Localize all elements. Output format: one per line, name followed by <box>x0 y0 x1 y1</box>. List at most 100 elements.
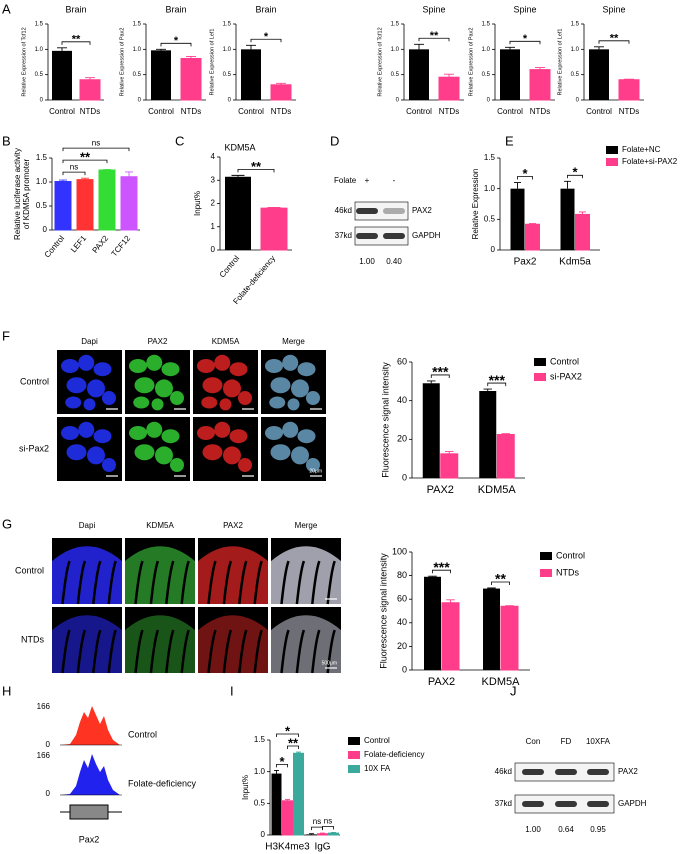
protein-label: GAPDH <box>412 231 441 240</box>
error-bar <box>85 77 95 80</box>
significance-bracket <box>509 40 541 45</box>
significance-bracket <box>432 569 451 574</box>
x-tick-label: H3K4me3 <box>265 842 310 853</box>
micrograph-fold <box>253 560 263 605</box>
significance-label: *** <box>432 364 449 380</box>
micrograph-fold <box>165 560 175 605</box>
significance-bracket <box>311 826 323 831</box>
y-tick-label: 0 <box>402 472 407 482</box>
panel-label: B <box>2 133 11 148</box>
track-name: Folate-deficiency <box>128 778 197 788</box>
panel-label: D <box>330 133 339 148</box>
ratio-label: 1.00 <box>359 257 375 266</box>
y-tick-label: 0 <box>228 98 232 104</box>
y-axis-label: Relative Expression of Lef1 <box>557 29 563 96</box>
y-axis-label: Input% <box>193 191 202 216</box>
lane-label: FD <box>561 737 572 746</box>
bar <box>529 69 551 101</box>
chart-title: Spine <box>422 4 445 14</box>
marker-label: 37kd <box>335 231 352 240</box>
cell <box>291 446 309 465</box>
band <box>587 801 609 807</box>
micrograph-tissue <box>52 615 122 673</box>
bar <box>496 434 515 479</box>
y-axis-label: of KDM5A promoter <box>22 159 31 230</box>
cell <box>134 444 155 461</box>
error-bar <box>276 82 286 85</box>
y-tick-label: 1.0 <box>484 184 496 193</box>
cell <box>87 379 105 398</box>
lane-label: + <box>365 176 370 185</box>
track-min: 0 <box>46 789 51 798</box>
band <box>522 801 544 807</box>
significance-bracket <box>598 40 630 44</box>
cell <box>197 426 215 440</box>
chart-title: KDM5A <box>224 142 255 152</box>
y-tick-label: 0 <box>43 225 48 234</box>
y-tick-label: 1.5 <box>36 153 48 162</box>
x-tick-label: Kdm5a <box>559 257 591 268</box>
significance-bracket <box>62 159 108 164</box>
cell <box>146 354 163 371</box>
x-tick-label: PAX2 <box>428 676 455 688</box>
error-bar <box>529 223 536 225</box>
micrograph-fold <box>107 629 117 674</box>
lane-label: 10XFA <box>586 737 611 746</box>
significance-bracket <box>487 382 507 387</box>
cell <box>161 362 180 377</box>
bar <box>618 79 640 101</box>
error-bar <box>444 73 454 78</box>
y-tick-label: 80 <box>397 570 407 580</box>
bar <box>424 576 441 670</box>
error-bar <box>505 605 514 607</box>
legend-swatch <box>348 751 360 759</box>
legend-label: Control <box>556 550 585 560</box>
bar <box>241 49 261 100</box>
y-tick-label: 1.5 <box>223 22 232 28</box>
legend-swatch <box>534 373 546 381</box>
chart-title: Brain <box>165 4 186 14</box>
bar <box>317 833 328 836</box>
x-tick-label: PAX2 <box>427 484 454 496</box>
micrograph-fold <box>295 629 306 674</box>
cell <box>306 391 320 405</box>
error-bar <box>309 833 314 835</box>
error-bar <box>483 388 492 391</box>
micrograph-fold <box>180 629 190 674</box>
cell <box>93 429 112 444</box>
bar <box>180 57 202 101</box>
significance-label: * <box>285 723 291 738</box>
column-label: PAX2 <box>223 521 243 530</box>
legend-label: Control <box>364 736 390 745</box>
micrograph-fold <box>253 629 263 674</box>
bar <box>510 188 525 250</box>
significance-bracket <box>491 581 510 585</box>
bar <box>328 832 339 836</box>
y-axis-label: Fluorescence signal intensity <box>380 362 390 478</box>
bar <box>225 176 251 250</box>
ratio-label: 0.95 <box>590 825 606 834</box>
legend-label: 10X FA <box>364 764 391 773</box>
cell <box>306 458 320 472</box>
x-tick-label: PAX2 <box>90 233 110 254</box>
cell <box>291 379 309 398</box>
micrograph-fold <box>295 560 306 605</box>
y-tick-label: 1.0 <box>133 47 142 53</box>
y-tick-label: 1.5 <box>571 22 580 28</box>
y-tick-label: 0.5 <box>571 72 580 78</box>
bar <box>438 76 460 101</box>
error-bar <box>296 751 301 754</box>
y-tick-label: 1.0 <box>254 767 266 776</box>
micrograph-fold <box>311 629 321 674</box>
cell <box>93 362 112 377</box>
x-tick-label: IgG <box>314 842 330 853</box>
y-tick-label: 1.5 <box>254 735 266 744</box>
bar <box>270 84 292 101</box>
bar <box>500 605 519 671</box>
ratio-label: 0.40 <box>386 257 402 266</box>
y-tick-label: 40 <box>397 395 407 405</box>
y-axis-label: Relative luciferase activity <box>13 148 22 240</box>
row-label: Control <box>15 565 44 575</box>
y-tick-label: 3 <box>211 175 216 184</box>
significance-bracket <box>430 374 450 378</box>
